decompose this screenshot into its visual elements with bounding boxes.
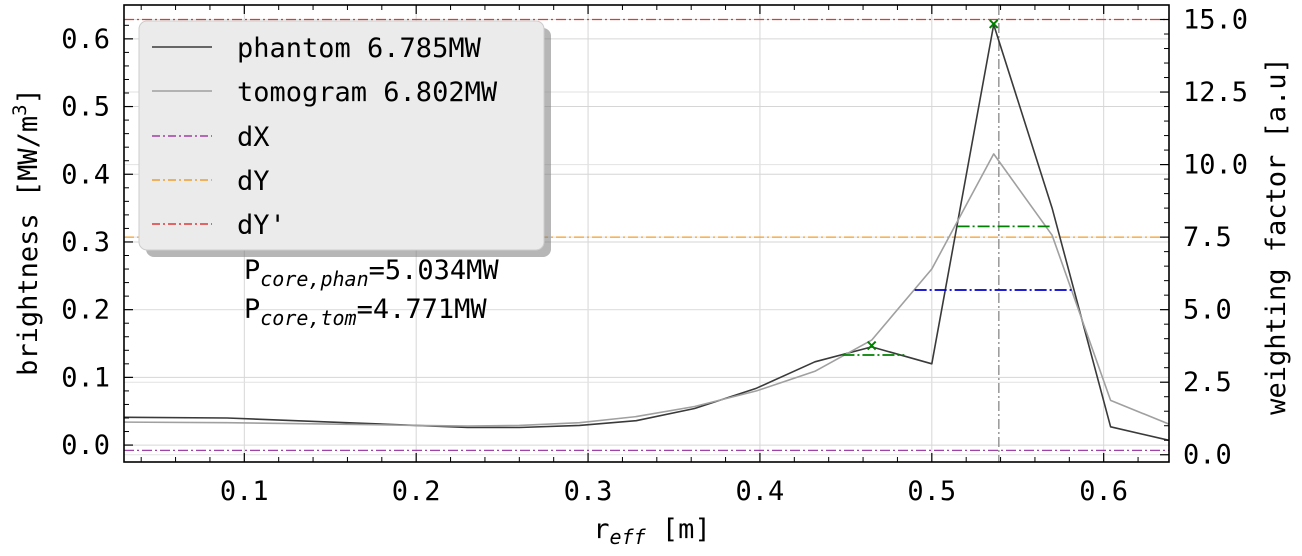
marker-stroke (866, 340, 877, 351)
segment-layer (842, 225, 1075, 356)
legend-label-dyprime: dY' (237, 210, 286, 241)
y2-axis-label: weighting factor [a.u] (1261, 57, 1292, 415)
y-tick-label: 0.6 (61, 24, 110, 55)
x-tick-label: 0.2 (392, 476, 441, 507)
y2-tick-label: 15.0 (1183, 5, 1248, 36)
y2-tick-label: 2.5 (1183, 367, 1232, 398)
y2-tick-label: 0.0 (1183, 440, 1232, 471)
legend-label-dx: dX (237, 122, 270, 153)
marker-layer (866, 19, 999, 351)
reference-lines (124, 5, 1169, 462)
y2-tick-label: 7.5 (1183, 222, 1232, 253)
annotation-core-tom: Pcore,tom=4.771MW (244, 294, 487, 330)
x-tick-label: 0.6 (1079, 476, 1128, 507)
x-axis-label: reff [m] (593, 514, 710, 549)
y2-tick-label: 12.5 (1183, 77, 1248, 108)
x-tick-label: 0.3 (564, 476, 613, 507)
legend-label-phantom: phantom 6.785MW (237, 33, 482, 64)
legend-label-tomogram: tomogram 6.802MW (237, 77, 498, 108)
y2-tick-label: 5.0 (1183, 295, 1232, 326)
y-tick-label: 0.4 (61, 159, 110, 190)
y-tick-label: 0.3 (61, 227, 110, 258)
y-tick-label: 0.0 (61, 430, 110, 461)
marker-stroke (988, 19, 999, 29)
series-layer (123, 23, 1170, 442)
x-tick-label: 0.4 (736, 476, 785, 507)
x-tick-label: 0.5 (907, 476, 956, 507)
y-tick-label: 0.5 (61, 92, 110, 123)
plot-frame (123, 4, 1170, 463)
svg-text:Pcore,tom=4.771MW: Pcore,tom=4.771MW (244, 294, 487, 330)
tick-layer: 0.1 0.2 0.3 0.4 0.5 0.6 0.0 0.1 0.2 0.3 0.4 0.5 0.6 0… (61, 4, 1248, 507)
legend-box (138, 20, 545, 251)
x-tick-label: 0.1 (220, 476, 269, 507)
legend: phantom 6.785MW tomogram 6.802MW dX dY d… (138, 20, 551, 257)
annotation-core-phan: Pcore,phan=5.034MW (244, 255, 499, 291)
y-axis-label: brightness [MW/m3] (9, 88, 44, 376)
series-line-1 (123, 153, 1170, 427)
y-tick-label: 0.1 (61, 362, 110, 393)
legend-label-dy: dY (237, 166, 270, 197)
y2-tick-label: 10.0 (1183, 150, 1248, 181)
marker-0 (866, 340, 877, 351)
marker-1 (988, 19, 999, 29)
svg-text:Pcore,phan=5.034MW: Pcore,phan=5.034MW (244, 255, 499, 291)
y-tick-label: 0.2 (61, 295, 110, 326)
